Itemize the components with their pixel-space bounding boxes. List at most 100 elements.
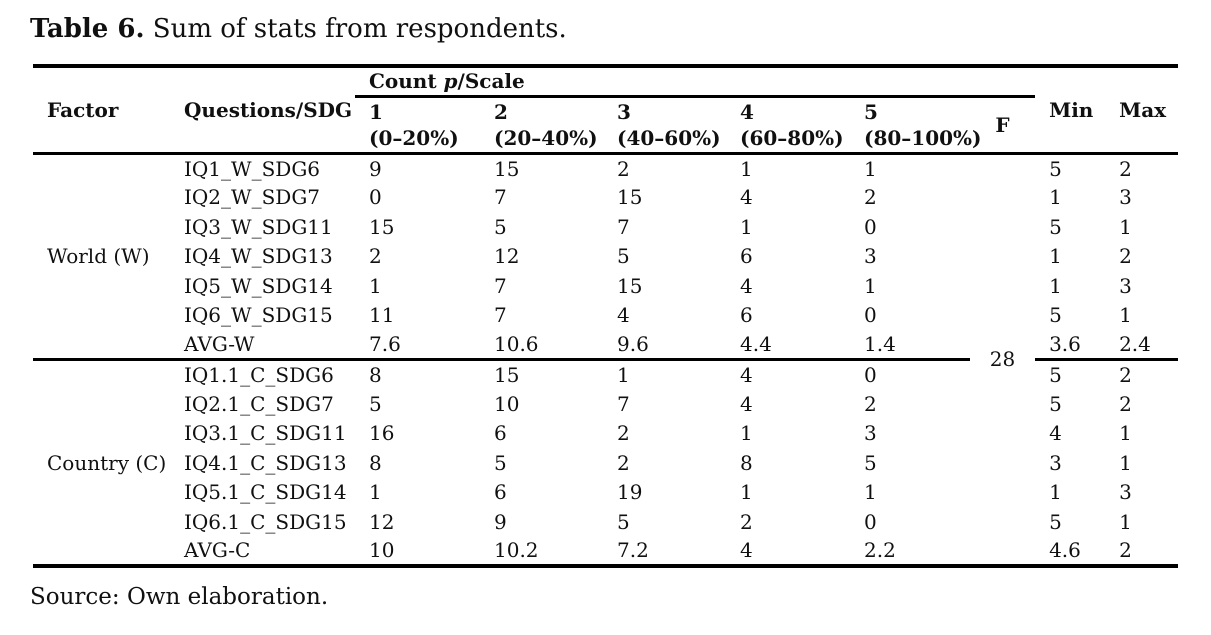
- question-cell: IQ6_W_SDG15: [184, 303, 333, 328]
- count-cell: 3: [864, 421, 877, 446]
- question-cell: IQ4_W_SDG13: [184, 244, 333, 269]
- count-cell: 8: [369, 450, 382, 475]
- count-cell: 7: [617, 214, 630, 239]
- count-cell: 15: [617, 273, 643, 298]
- count-cell: 2: [617, 450, 630, 475]
- table-row: IQ4.1_C_SDG13 8 5 2 8 5 3 1: [33, 448, 1178, 478]
- count-cell: 1: [740, 156, 753, 181]
- max-cell: 2: [1119, 244, 1132, 269]
- count-cell: 9: [494, 509, 507, 534]
- min-cell: 1: [1049, 244, 1062, 269]
- count-cell: 8: [740, 450, 753, 475]
- scale-3-range: (40–60%): [617, 125, 721, 150]
- question-cell: IQ3_W_SDG11: [184, 214, 333, 239]
- header-scale-3: 3 (40–60%): [603, 96, 726, 155]
- count-cell: 10: [494, 391, 520, 416]
- scale-3-number: 3: [617, 99, 631, 124]
- document-page: Table 6. Sum of stats from respondents. …: [30, 14, 1179, 610]
- count-cell: 0: [369, 185, 382, 210]
- count-cell: 0: [864, 509, 877, 534]
- question-cell: AVG-W: [184, 332, 255, 356]
- count-cell: 2: [864, 391, 877, 416]
- table-row-average: AVG-W 7.6 10.6 9.6 4.4 1.4 3.6 2.4: [33, 330, 1178, 360]
- max-cell: 2: [1105, 358, 1179, 389]
- count-cell: 7.2: [617, 538, 649, 563]
- min-cell: 4: [1049, 421, 1062, 446]
- count-cell: 2: [369, 244, 382, 269]
- min-cell: 5: [1049, 156, 1062, 181]
- count-cell: 1: [740, 421, 753, 446]
- count-cell: 1: [369, 273, 382, 298]
- header-scale-4: 4 (60–80%): [726, 96, 850, 155]
- max-cell: 1: [1119, 509, 1132, 534]
- count-cell: 6: [740, 244, 753, 269]
- header-factor: Factor: [33, 66, 170, 155]
- count-cell: 10.2: [494, 538, 539, 563]
- table-row: IQ5_W_SDG14 1 7 15 4 1 1 3: [33, 271, 1178, 301]
- count-cell: 15: [617, 185, 643, 210]
- header-scale-1: 1 (0–20%): [355, 96, 480, 155]
- question-cell: IQ5.1_C_SDG14: [184, 480, 347, 505]
- question-cell: IQ3.1_C_SDG11: [184, 421, 347, 446]
- scale-5-range: (80–100%): [864, 125, 982, 150]
- header-min: Min: [1035, 66, 1106, 155]
- count-scale-p: p: [443, 69, 458, 94]
- question-cell: IQ6.1_C_SDG15: [184, 509, 347, 534]
- table-row: IQ2_W_SDG7 0 7 15 4 2 1 3: [33, 183, 1178, 213]
- header-count-p-scale: Count p/Scale: [355, 66, 1036, 98]
- count-cell: 10: [369, 538, 395, 563]
- count-cell: 1: [740, 480, 753, 505]
- max-cell: 1: [1119, 303, 1132, 328]
- table-row: IQ5.1_C_SDG14 1 6 19 1 1 1 3: [33, 478, 1178, 508]
- header-scale-5: 5 (80–100%): [850, 96, 982, 155]
- table-caption-number: Table 6.: [30, 14, 145, 44]
- count-cell: 6: [494, 480, 507, 505]
- scale-2-range: (20–40%): [494, 125, 598, 150]
- count-cell: 9.6: [617, 332, 649, 356]
- count-cell: 5: [864, 450, 877, 475]
- source-note: Source: Own elaboration.: [30, 584, 329, 610]
- stats-table: Factor Questions/SDG Count p/Scale Min M…: [33, 64, 1179, 568]
- f-value-cell: 28: [989, 347, 1016, 372]
- count-cell: 4: [617, 303, 630, 328]
- count-cell: 12: [369, 509, 395, 534]
- table-caption-text: Sum of stats from respondents.: [144, 14, 567, 44]
- question-cell: IQ5_W_SDG14: [184, 273, 333, 298]
- count-cell: 4: [740, 273, 753, 298]
- min-cell: 3.6: [1049, 332, 1081, 356]
- scale-4-number: 4: [740, 99, 754, 124]
- factor-group-world: World (W): [47, 244, 150, 269]
- count-cell: 0: [864, 303, 877, 328]
- count-cell: 7: [494, 185, 507, 210]
- max-cell: 2.4: [1119, 332, 1151, 356]
- count-cell: 6: [494, 421, 507, 446]
- max-cell: 1: [1119, 450, 1132, 475]
- max-cell: 1: [1119, 421, 1132, 446]
- count-cell: 5: [617, 509, 630, 534]
- header-scale-2: 2 (20–40%): [480, 96, 603, 155]
- count-cell: 1: [864, 273, 877, 298]
- header-questions-sdg: Questions/SDG: [170, 66, 355, 155]
- header-max: Max: [1105, 66, 1179, 155]
- count-cell: 10.6: [494, 332, 539, 356]
- table-row-average: AVG-C 10 10.2 7.2 4 2.2 4.6 2: [33, 537, 1178, 567]
- count-cell: 15: [480, 358, 603, 389]
- count-cell: 7: [617, 391, 630, 416]
- question-cell: IQ1_W_SDG6: [184, 156, 321, 181]
- min-cell: 1: [1049, 480, 1062, 505]
- scale-1-range: (0–20%): [369, 125, 459, 150]
- min-cell: 3: [1049, 450, 1062, 475]
- min-cell: 1: [1049, 185, 1062, 210]
- count-cell: 9: [369, 156, 382, 181]
- table-row: IQ6.1_C_SDG15 12 9 5 2 0 5 1: [33, 507, 1178, 537]
- count-cell: 4: [740, 391, 753, 416]
- count-cell: 5: [494, 450, 507, 475]
- min-cell: 5: [1049, 509, 1062, 534]
- count-cell: 2: [617, 156, 630, 181]
- factor-group-country: Country (C): [33, 358, 170, 566]
- count-cell: 7.6: [369, 332, 401, 356]
- header-f: F: [970, 96, 1036, 155]
- scale-5-number: 5: [864, 99, 878, 124]
- count-cell: 12: [494, 244, 520, 269]
- count-cell: 0: [850, 358, 970, 389]
